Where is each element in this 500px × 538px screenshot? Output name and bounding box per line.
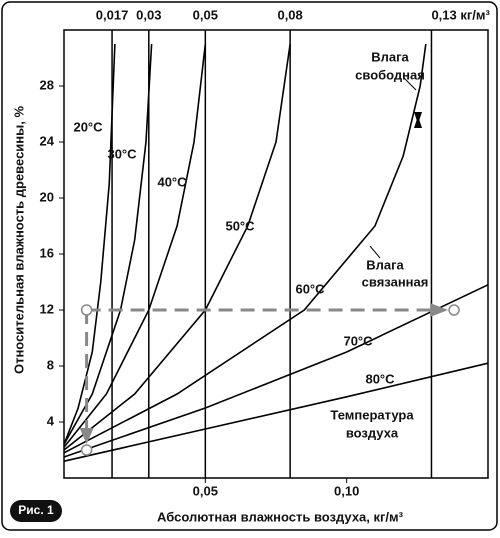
x-tick-label: 0,05	[193, 483, 218, 498]
curve	[63, 43, 153, 445]
annotation: воздуха	[346, 425, 399, 440]
y-tick-label: 28	[40, 77, 54, 92]
y-tick-label: 20	[40, 189, 54, 204]
y-tick-label: 16	[40, 245, 54, 260]
curve-label: 20°C	[73, 119, 103, 134]
curve	[63, 43, 427, 454]
curve-label: 70°C	[343, 333, 373, 348]
curve-label: 50°C	[225, 218, 255, 233]
figure-label: Рис. 1	[18, 503, 54, 517]
example-point	[80, 304, 93, 316]
x2-tick-label: 0,13 кг/м³	[431, 7, 490, 22]
y-axis-title: Относительная влажность древесины, %	[11, 106, 26, 374]
arrowhead	[430, 303, 449, 317]
curve-label: 80°C	[365, 371, 395, 386]
annotation: Влага	[366, 257, 404, 272]
y-tick-label: 24	[40, 133, 55, 148]
curve-label: 40°C	[157, 174, 187, 189]
curve	[63, 43, 291, 451]
x2-tick-label: 0,08	[277, 7, 302, 22]
curve	[63, 362, 489, 462]
example-point	[448, 304, 460, 316]
pointer	[403, 77, 417, 91]
curve	[63, 43, 116, 445]
annotation: свободная	[355, 67, 425, 82]
curve	[63, 284, 489, 458]
annotation: Влага	[371, 49, 409, 64]
arrowhead	[79, 428, 94, 444]
figure-badge	[10, 500, 62, 522]
frame	[1, 1, 498, 531]
flow-arrow	[414, 116, 422, 128]
x-axis-title: Абсолютная влажность воздуха, кг/м³	[157, 509, 404, 524]
y-tick-label: 4	[47, 413, 55, 428]
x2-tick-label: 0,03	[136, 7, 161, 22]
curve-label: 60°C	[295, 281, 325, 296]
pointer	[369, 245, 381, 259]
y-tick-label: 8	[47, 357, 54, 372]
x-tick-label: 0,10	[334, 483, 359, 498]
annotation: Температура	[330, 407, 414, 422]
annotation: связанная	[362, 274, 429, 289]
curve	[63, 43, 207, 448]
x2-tick-label: 0,017	[96, 7, 129, 22]
example-point	[80, 444, 93, 456]
plot-area	[63, 29, 489, 479]
y-tick-label: 12	[40, 301, 54, 316]
curve-label: 30°C	[107, 146, 137, 161]
x2-tick-label: 0,05	[193, 7, 218, 22]
